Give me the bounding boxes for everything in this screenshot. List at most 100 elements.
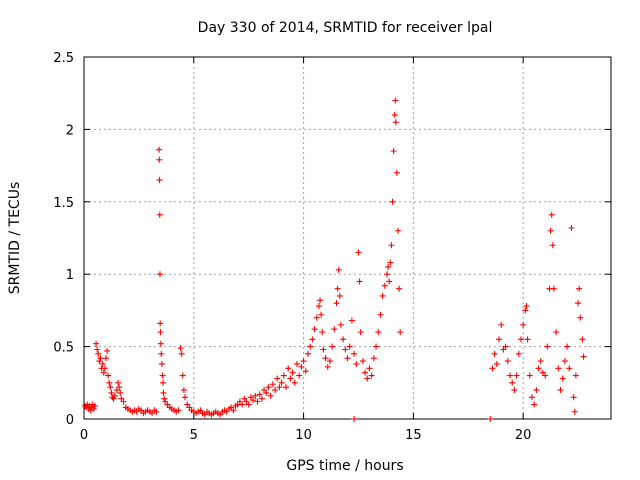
- data-point-marker: [384, 271, 391, 278]
- data-point-marker: [252, 392, 259, 399]
- data-point-marker: [283, 384, 290, 391]
- data-point-marker: [269, 381, 276, 388]
- data-point-marker: [550, 285, 557, 292]
- y-tick-label: 1: [66, 268, 74, 283]
- data-point-marker: [504, 358, 511, 365]
- data-point-marker: [177, 345, 184, 352]
- y-axis-title: SRMTID / TECUs: [7, 182, 23, 295]
- data-point-marker: [386, 278, 393, 285]
- data-point-marker: [158, 350, 165, 357]
- data-point-marker: [95, 350, 102, 357]
- data-point-marker: [276, 384, 283, 391]
- data-point-marker: [385, 263, 392, 270]
- data-point-marker: [568, 224, 575, 231]
- data-point-marker: [580, 353, 587, 360]
- data-point-marker: [557, 387, 564, 394]
- data-point-marker: [351, 416, 358, 422]
- data-point-marker: [250, 397, 257, 404]
- data-point-marker: [156, 156, 163, 163]
- data-point-marker: [515, 350, 522, 357]
- data-point-marker: [156, 271, 163, 278]
- data-point-marker: [99, 360, 106, 367]
- data-point-marker: [572, 372, 579, 379]
- data-point-marker: [160, 379, 167, 386]
- data-point-marker: [531, 401, 538, 408]
- data-point-marker: [278, 379, 285, 386]
- data-point-marker: [392, 119, 399, 126]
- y-tick-label: 1.5: [53, 196, 74, 211]
- data-point-marker: [285, 365, 292, 372]
- data-point-marker: [528, 394, 535, 401]
- data-point-marker: [263, 389, 270, 396]
- data-point-marker: [307, 343, 314, 350]
- x-tick-label: 15: [405, 428, 422, 443]
- data-point-marker: [300, 358, 307, 365]
- data-point-marker: [520, 321, 527, 328]
- data-point-marker: [317, 297, 324, 304]
- data-point-marker: [101, 365, 108, 372]
- data-point-marker: [370, 355, 377, 362]
- data-point-marker: [491, 350, 498, 357]
- data-point-marker: [355, 249, 362, 256]
- data-point-marker: [390, 148, 397, 155]
- data-point-marker: [106, 379, 113, 386]
- data-point-marker: [340, 336, 347, 343]
- data-point-marker: [272, 387, 279, 394]
- data-point-marker: [93, 340, 100, 347]
- data-point-marker: [318, 311, 325, 318]
- data-point-marker: [274, 375, 281, 382]
- data-point-marker: [313, 314, 320, 321]
- data-point-marker: [522, 307, 529, 314]
- data-point-marker: [489, 365, 496, 372]
- data-point-marker: [116, 384, 123, 391]
- data-point-marker: [368, 372, 375, 379]
- data-point-marker: [157, 329, 164, 336]
- data-point-marker: [182, 394, 189, 401]
- data-point-marker: [393, 169, 400, 176]
- data-point-marker: [159, 372, 166, 379]
- data-point-marker: [287, 375, 294, 382]
- data-point-marker: [566, 365, 573, 372]
- data-point-marker: [115, 379, 122, 386]
- data-point-marker: [156, 211, 163, 218]
- data-point-marker: [153, 408, 160, 415]
- data-point-marker: [94, 346, 101, 353]
- axis-ticks: 0 5 10 15 20 0 0.5 1 1.5 2 2.5: [53, 51, 611, 443]
- x-tick-label: 20: [515, 428, 532, 443]
- data-point-marker: [309, 336, 316, 343]
- x-tick-label: 5: [190, 428, 198, 443]
- data-point-marker: [487, 416, 494, 422]
- data-point-marker: [178, 350, 185, 357]
- data-point-marker: [548, 211, 555, 218]
- data-point-marker: [267, 392, 274, 399]
- data-point-marker: [366, 365, 373, 372]
- data-point-marker: [239, 401, 246, 408]
- data-point-marker: [549, 242, 556, 249]
- x-axis-title: GPS time / hours: [286, 458, 403, 474]
- data-point-marker: [296, 372, 303, 379]
- chart-title: Day 330 of 2014, SRMTID for receiver lpa…: [198, 20, 493, 36]
- data-point-marker: [157, 340, 164, 347]
- data-point-marker: [293, 360, 300, 367]
- data-point-marker: [110, 395, 117, 402]
- data-point-marker: [346, 343, 353, 350]
- data-point-marker: [359, 358, 366, 365]
- data-point-marker: [333, 300, 340, 307]
- data-point-marker: [542, 372, 549, 379]
- x-tick-label: 10: [295, 428, 312, 443]
- data-point-marker: [280, 372, 287, 379]
- data-point-marker: [97, 355, 104, 362]
- data-point-marker: [397, 329, 404, 336]
- data-point-marker: [509, 379, 516, 386]
- data-point-marker: [265, 384, 272, 391]
- data-point-marker: [107, 384, 114, 391]
- plot-frame: [83, 56, 612, 420]
- data-point-marker: [289, 369, 296, 376]
- data-point-marker: [498, 321, 505, 328]
- data-point-marker: [326, 358, 333, 365]
- data-point-marker: [258, 395, 265, 402]
- data-point-marker: [575, 300, 582, 307]
- data-point-marker: [254, 398, 261, 405]
- data-point-marker: [102, 355, 109, 362]
